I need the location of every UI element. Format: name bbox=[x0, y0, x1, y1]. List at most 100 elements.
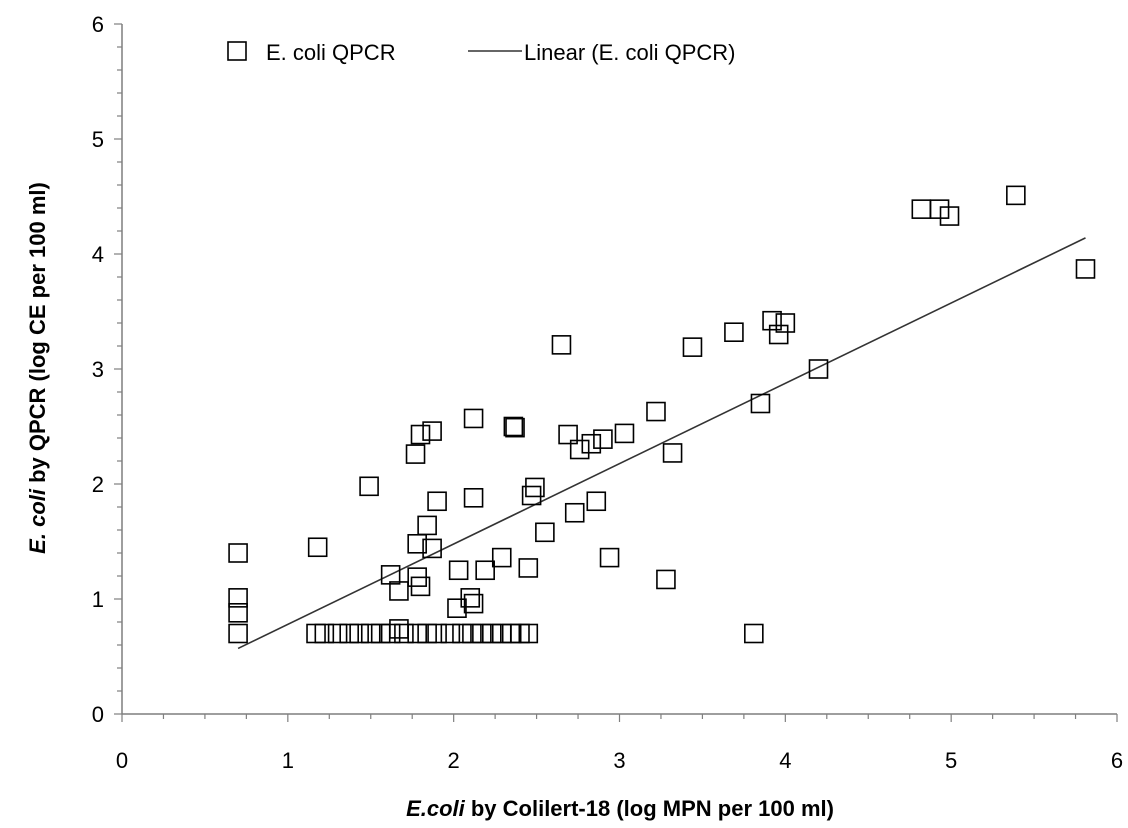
data-point bbox=[551, 335, 572, 355]
x-tick-label: 2 bbox=[448, 748, 460, 773]
x-tick-label: 4 bbox=[779, 748, 791, 773]
data-point bbox=[359, 476, 379, 497]
data-point bbox=[405, 444, 426, 464]
data-point bbox=[586, 491, 607, 512]
y-tick-label: 0 bbox=[92, 702, 104, 727]
data-point bbox=[427, 623, 447, 644]
y-axis-label-rest: by QPCR (log CE per 100 ml) bbox=[25, 182, 50, 489]
data-point bbox=[558, 424, 578, 445]
data-point bbox=[463, 408, 484, 429]
y-tick-label: 3 bbox=[92, 357, 104, 382]
data-point bbox=[314, 623, 335, 644]
x-tick-label: 5 bbox=[945, 748, 957, 773]
data-point bbox=[808, 359, 829, 379]
y-tick-label: 6 bbox=[92, 12, 104, 37]
data-point bbox=[656, 569, 676, 590]
data-point bbox=[1006, 185, 1026, 206]
data-point bbox=[505, 417, 525, 438]
data-point bbox=[482, 623, 502, 644]
x-tick-label: 0 bbox=[116, 748, 128, 773]
data-point bbox=[394, 623, 414, 644]
x-tick-label: 3 bbox=[613, 748, 625, 773]
x-axis-label: E.coli by Colilert-18 (log MPN per 100 m… bbox=[406, 796, 834, 821]
data-point bbox=[327, 623, 348, 644]
data-point bbox=[525, 477, 545, 498]
data-point bbox=[475, 560, 495, 581]
data-point bbox=[380, 623, 401, 644]
data-point bbox=[407, 533, 427, 554]
data-point bbox=[410, 576, 431, 597]
data-point bbox=[521, 485, 542, 506]
data-point bbox=[593, 429, 613, 449]
data-point bbox=[440, 623, 461, 644]
y-tick-label: 4 bbox=[92, 242, 104, 267]
data-point bbox=[1075, 259, 1096, 279]
data-point bbox=[370, 623, 391, 644]
data-point bbox=[569, 439, 590, 460]
y-tick-label: 1 bbox=[92, 587, 104, 612]
data-point bbox=[491, 547, 512, 568]
data-point bbox=[564, 502, 585, 523]
data-point bbox=[724, 322, 744, 343]
data-point bbox=[939, 206, 960, 226]
data-point bbox=[228, 623, 248, 644]
data-point bbox=[462, 623, 482, 644]
data-point bbox=[646, 401, 666, 422]
y-axis-label-italic: E. coli bbox=[25, 488, 50, 554]
data-point bbox=[768, 324, 789, 345]
data-point bbox=[614, 423, 635, 444]
x-axis-label-italic: E.coli bbox=[406, 796, 466, 821]
data-point bbox=[762, 310, 782, 331]
data-point bbox=[417, 623, 437, 644]
y-axis-label: E. coli by QPCR (log CE per 100 ml) bbox=[25, 182, 50, 554]
trendline bbox=[237, 237, 1086, 650]
x-axis-label-rest: by Colilert-18 (log MPN per 100 ml) bbox=[465, 796, 834, 821]
y-tick-label: 5 bbox=[92, 127, 104, 152]
data-point bbox=[472, 623, 492, 644]
x-tick-label: 6 bbox=[1111, 748, 1123, 773]
data-point bbox=[452, 623, 472, 644]
y-tick-label: 2 bbox=[92, 472, 104, 497]
data-point bbox=[349, 623, 369, 644]
legend-label-qpcr: E. coli QPCR bbox=[266, 40, 396, 65]
data-point bbox=[581, 433, 602, 454]
data-point bbox=[228, 588, 248, 608]
data-point bbox=[463, 593, 484, 614]
data-point bbox=[491, 623, 512, 644]
data-point bbox=[389, 581, 409, 601]
data-point bbox=[417, 515, 437, 536]
data-point bbox=[518, 558, 539, 578]
data-point bbox=[911, 199, 932, 219]
legend: E. coli QPCR Linear (E. coli QPCR) bbox=[227, 40, 736, 65]
data-point bbox=[360, 623, 381, 644]
data-point bbox=[503, 416, 524, 437]
data-point bbox=[448, 560, 469, 581]
data-point bbox=[460, 588, 481, 608]
data-point bbox=[518, 623, 539, 644]
data-point bbox=[744, 623, 764, 644]
data-point bbox=[929, 199, 950, 219]
data-point bbox=[422, 421, 442, 441]
legend-label-linear: Linear (E. coli QPCR) bbox=[524, 40, 736, 65]
data-point bbox=[339, 623, 359, 644]
trendline-group bbox=[237, 237, 1086, 650]
points-group bbox=[228, 185, 1096, 644]
data-point bbox=[535, 522, 555, 543]
data-point bbox=[750, 393, 771, 414]
data-point bbox=[662, 443, 683, 463]
data-point bbox=[463, 487, 484, 508]
x-tick-label: 1 bbox=[282, 748, 294, 773]
data-point bbox=[775, 313, 796, 333]
data-point bbox=[307, 537, 328, 558]
data-point bbox=[407, 623, 427, 644]
data-point bbox=[682, 337, 703, 357]
data-point bbox=[422, 538, 442, 559]
legend-marker-square bbox=[227, 41, 247, 61]
data-point bbox=[447, 598, 467, 619]
data-point bbox=[228, 602, 248, 623]
data-point bbox=[410, 424, 431, 445]
data-point bbox=[228, 543, 248, 563]
axes: 0 1 2 3 4 5 6 0 1 2 3 4 5 6 bbox=[92, 12, 1123, 773]
